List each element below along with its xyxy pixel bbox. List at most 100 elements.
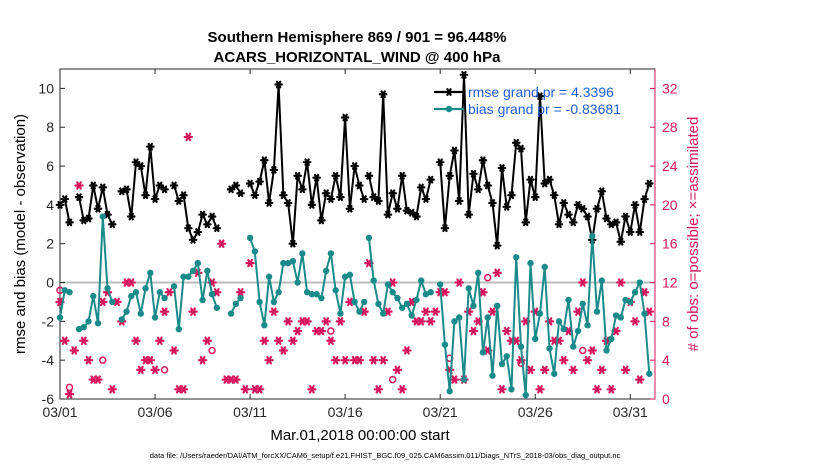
obs-assimilated-marker (635, 375, 645, 384)
rmse-point (554, 220, 564, 229)
legend-rmse-marker (444, 88, 454, 96)
bias-point (641, 310, 648, 317)
bias-point (85, 318, 92, 325)
rmse-point (336, 193, 345, 201)
obs-assimilated-marker (150, 365, 160, 375)
bias-point (584, 322, 591, 329)
rmse-point (184, 224, 193, 233)
rmse-point (345, 204, 355, 213)
rmse-point (131, 158, 141, 167)
bias-point (56, 314, 64, 321)
rmse-point (369, 193, 378, 201)
rmse-point (559, 199, 569, 207)
rmse-point (364, 171, 374, 180)
rmse-point (549, 191, 559, 200)
bias-point (527, 259, 534, 267)
bias-point (589, 232, 596, 240)
right-y-tick-label: 20 (662, 197, 678, 213)
obs-assimilated-marker (259, 336, 270, 345)
rmse-point (592, 204, 602, 213)
obs-possible-marker (99, 356, 107, 364)
bias-point (265, 273, 273, 280)
left-y-tick-label: 6 (46, 158, 54, 174)
bias-point (104, 285, 111, 292)
obs-assimilated-marker (383, 307, 393, 316)
bias-point (608, 335, 615, 343)
rmse-point (302, 158, 312, 167)
obs-assimilated-marker (197, 355, 208, 365)
bias-point (142, 285, 149, 292)
rmse-point (321, 189, 331, 198)
obs-possible-marker (160, 366, 169, 374)
obs-assimilated-marker (107, 385, 117, 394)
rmse-point (331, 171, 340, 180)
bias-point (227, 310, 235, 317)
obs-assimilated-marker (578, 278, 588, 287)
rmse-point (583, 212, 592, 221)
obs-assimilated-marker (492, 268, 502, 278)
bias-point (137, 310, 144, 317)
rmse-point (307, 201, 317, 209)
obs-assimilated-marker (254, 385, 265, 394)
obs-assimilated-marker (60, 336, 70, 345)
bias-point (280, 259, 287, 267)
left-y-tick-label: 10 (38, 80, 54, 96)
obs-assimilated-marker (74, 181, 84, 190)
bias-point (598, 277, 605, 284)
bias-point (536, 310, 544, 317)
bias-point (475, 269, 482, 277)
obs-assimilated-marker (340, 355, 350, 365)
bias-point (109, 298, 116, 306)
obs-assimilated-marker (354, 355, 365, 365)
bias-point (128, 292, 135, 300)
bias-point (213, 304, 221, 311)
bias-point (398, 304, 406, 311)
obs-assimilated-marker (511, 336, 521, 345)
bias-point (456, 314, 463, 321)
obs-assimilated-marker (468, 326, 479, 336)
bias-point (427, 289, 434, 296)
rmse-point (407, 208, 416, 217)
rmse-point (279, 191, 288, 200)
right-y-tick-label: 12 (662, 275, 678, 291)
bias-point (565, 296, 572, 304)
rmse-point (383, 210, 393, 219)
bias-line-segment (173, 262, 218, 331)
obs-assimilated-marker (454, 278, 464, 287)
obs-assimilated-marker (183, 132, 194, 142)
legend-bias-marker (445, 105, 453, 113)
bias-point (617, 314, 624, 321)
bias-point (603, 347, 610, 354)
obs-assimilated-marker (321, 317, 331, 326)
bias-point (123, 308, 130, 315)
rmse-point (169, 181, 179, 190)
rmse-point (198, 210, 207, 219)
rmse-point (340, 113, 350, 122)
rmse-point (350, 162, 359, 170)
left-y-tick-label: -6 (42, 391, 55, 407)
right-y-tick-label: 16 (662, 236, 678, 252)
obs-assimilated-marker (136, 365, 146, 375)
rmse-point (255, 177, 264, 186)
bias-point (441, 341, 449, 348)
rmse-point (602, 214, 611, 223)
obs-assimilated-marker (231, 375, 241, 384)
legend-bias-label: bias grand pr = -0.83681 (468, 101, 621, 117)
right-y-tick-label: 4 (662, 352, 670, 368)
rmse-point (435, 158, 445, 167)
rmse-point (103, 210, 112, 219)
bias-point (513, 254, 520, 261)
rmse-point (578, 204, 588, 213)
bias-point (151, 314, 159, 321)
rmse-point (573, 201, 583, 209)
rmse-point (74, 193, 84, 201)
rmse-point (65, 218, 74, 227)
bias-point (403, 300, 411, 308)
rmse-point (521, 218, 531, 227)
rmse-point (93, 204, 103, 213)
rmse-point (530, 193, 540, 201)
right-axis-ticks: 0 4 8 12 16 20 24 28 32 (650, 69, 678, 407)
obs-assimilated-marker (169, 346, 179, 355)
obs-assimilated-marker (597, 365, 607, 375)
